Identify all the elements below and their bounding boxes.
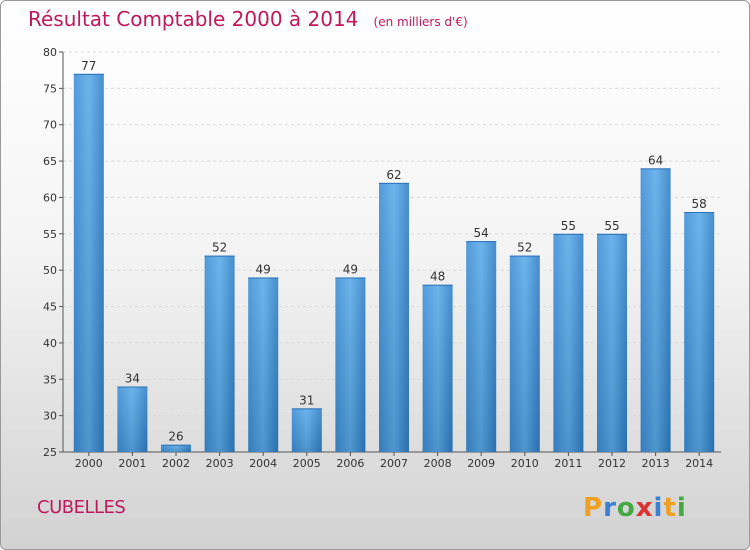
x-tick-label-2007: 2007 bbox=[380, 457, 408, 470]
bar-shade-2007 bbox=[379, 182, 409, 452]
bar-shade-2012 bbox=[597, 233, 627, 452]
data-labels: 77 34 26 52 49 31 49 62 48 54 52 55 55 64 58 bbox=[81, 59, 707, 444]
x-tick-label-2013: 2013 bbox=[642, 457, 670, 470]
bar-shade-2013 bbox=[640, 168, 671, 452]
y-tick-label: 45 bbox=[43, 301, 57, 314]
y-tick-label: 55 bbox=[43, 228, 57, 241]
data-label-2005: 31 bbox=[299, 393, 314, 407]
y-tick-label: 65 bbox=[43, 155, 57, 168]
bar-shade-2005 bbox=[291, 408, 322, 452]
x-tick-label-2011: 2011 bbox=[554, 457, 582, 470]
data-label-2013: 64 bbox=[648, 153, 663, 167]
y-tick-label: 40 bbox=[43, 337, 57, 350]
data-label-2006: 49 bbox=[343, 262, 358, 276]
bar-shade-2006 bbox=[335, 277, 366, 452]
y-tick-label: 25 bbox=[43, 446, 57, 459]
svg-text:Proxiti: Proxiti bbox=[583, 493, 687, 523]
title-row: Résultat Comptable 2000 à 2014 (en milli… bbox=[28, 7, 468, 31]
x-tick-label-2003: 2003 bbox=[206, 457, 234, 470]
y-tick-label: 35 bbox=[43, 373, 57, 386]
y-tick-label: 60 bbox=[43, 191, 57, 204]
y-tick-label: 75 bbox=[43, 82, 57, 95]
bar-shade-2008 bbox=[422, 284, 453, 452]
y-tick-label: 80 bbox=[43, 46, 57, 59]
data-label-2003: 52 bbox=[212, 241, 227, 255]
commune-name: CUBELLES bbox=[37, 497, 126, 518]
bar-shade-2001 bbox=[117, 386, 148, 452]
x-tick-label-2002: 2002 bbox=[162, 457, 190, 470]
x-tick-label-2008: 2008 bbox=[424, 457, 452, 470]
proxiti-logo: Proxiti bbox=[583, 493, 687, 523]
data-label-2012: 55 bbox=[604, 219, 619, 233]
x-tick-label-2000: 2000 bbox=[75, 457, 103, 470]
chart-subtitle: (en milliers d'€) bbox=[373, 15, 468, 29]
y-tick-label: 70 bbox=[43, 119, 57, 132]
x-tick-label-2005: 2005 bbox=[293, 457, 321, 470]
x-tick-label-2010: 2010 bbox=[511, 457, 539, 470]
bar-shade-2014 bbox=[684, 212, 715, 452]
data-label-2004: 49 bbox=[256, 262, 271, 276]
x-tick-label-2006: 2006 bbox=[336, 457, 364, 470]
bar-shade-2000 bbox=[73, 73, 104, 453]
x-tick-label-2001: 2001 bbox=[118, 457, 146, 470]
data-label-2000: 77 bbox=[81, 59, 96, 73]
bar-shade-2002 bbox=[161, 444, 191, 452]
data-label-2010: 52 bbox=[517, 241, 532, 255]
x-tick-label-2012: 2012 bbox=[598, 457, 626, 470]
bars bbox=[73, 73, 715, 453]
data-label-2007: 62 bbox=[386, 168, 401, 182]
x-tick-label-2014: 2014 bbox=[685, 457, 713, 470]
bar-shade-2003 bbox=[204, 255, 235, 452]
x-tick-label-2009: 2009 bbox=[467, 457, 495, 470]
y-tick-label: 30 bbox=[43, 410, 57, 423]
data-label-2002: 26 bbox=[168, 430, 183, 444]
data-label-2001: 34 bbox=[125, 372, 140, 386]
data-label-2014: 58 bbox=[692, 197, 707, 211]
bar-shade-2009 bbox=[466, 241, 497, 452]
data-label-2009: 54 bbox=[474, 226, 489, 240]
data-label-2011: 55 bbox=[561, 219, 576, 233]
chart-title: Résultat Comptable 2000 à 2014 bbox=[28, 7, 359, 31]
x-tick-label-2004: 2004 bbox=[249, 457, 277, 470]
y-tick-label: 50 bbox=[43, 264, 57, 277]
bar-shade-2010 bbox=[509, 255, 540, 452]
bar-shade-2011 bbox=[553, 233, 584, 452]
data-label-2008: 48 bbox=[430, 270, 445, 284]
bar-shade-2004 bbox=[248, 277, 279, 452]
